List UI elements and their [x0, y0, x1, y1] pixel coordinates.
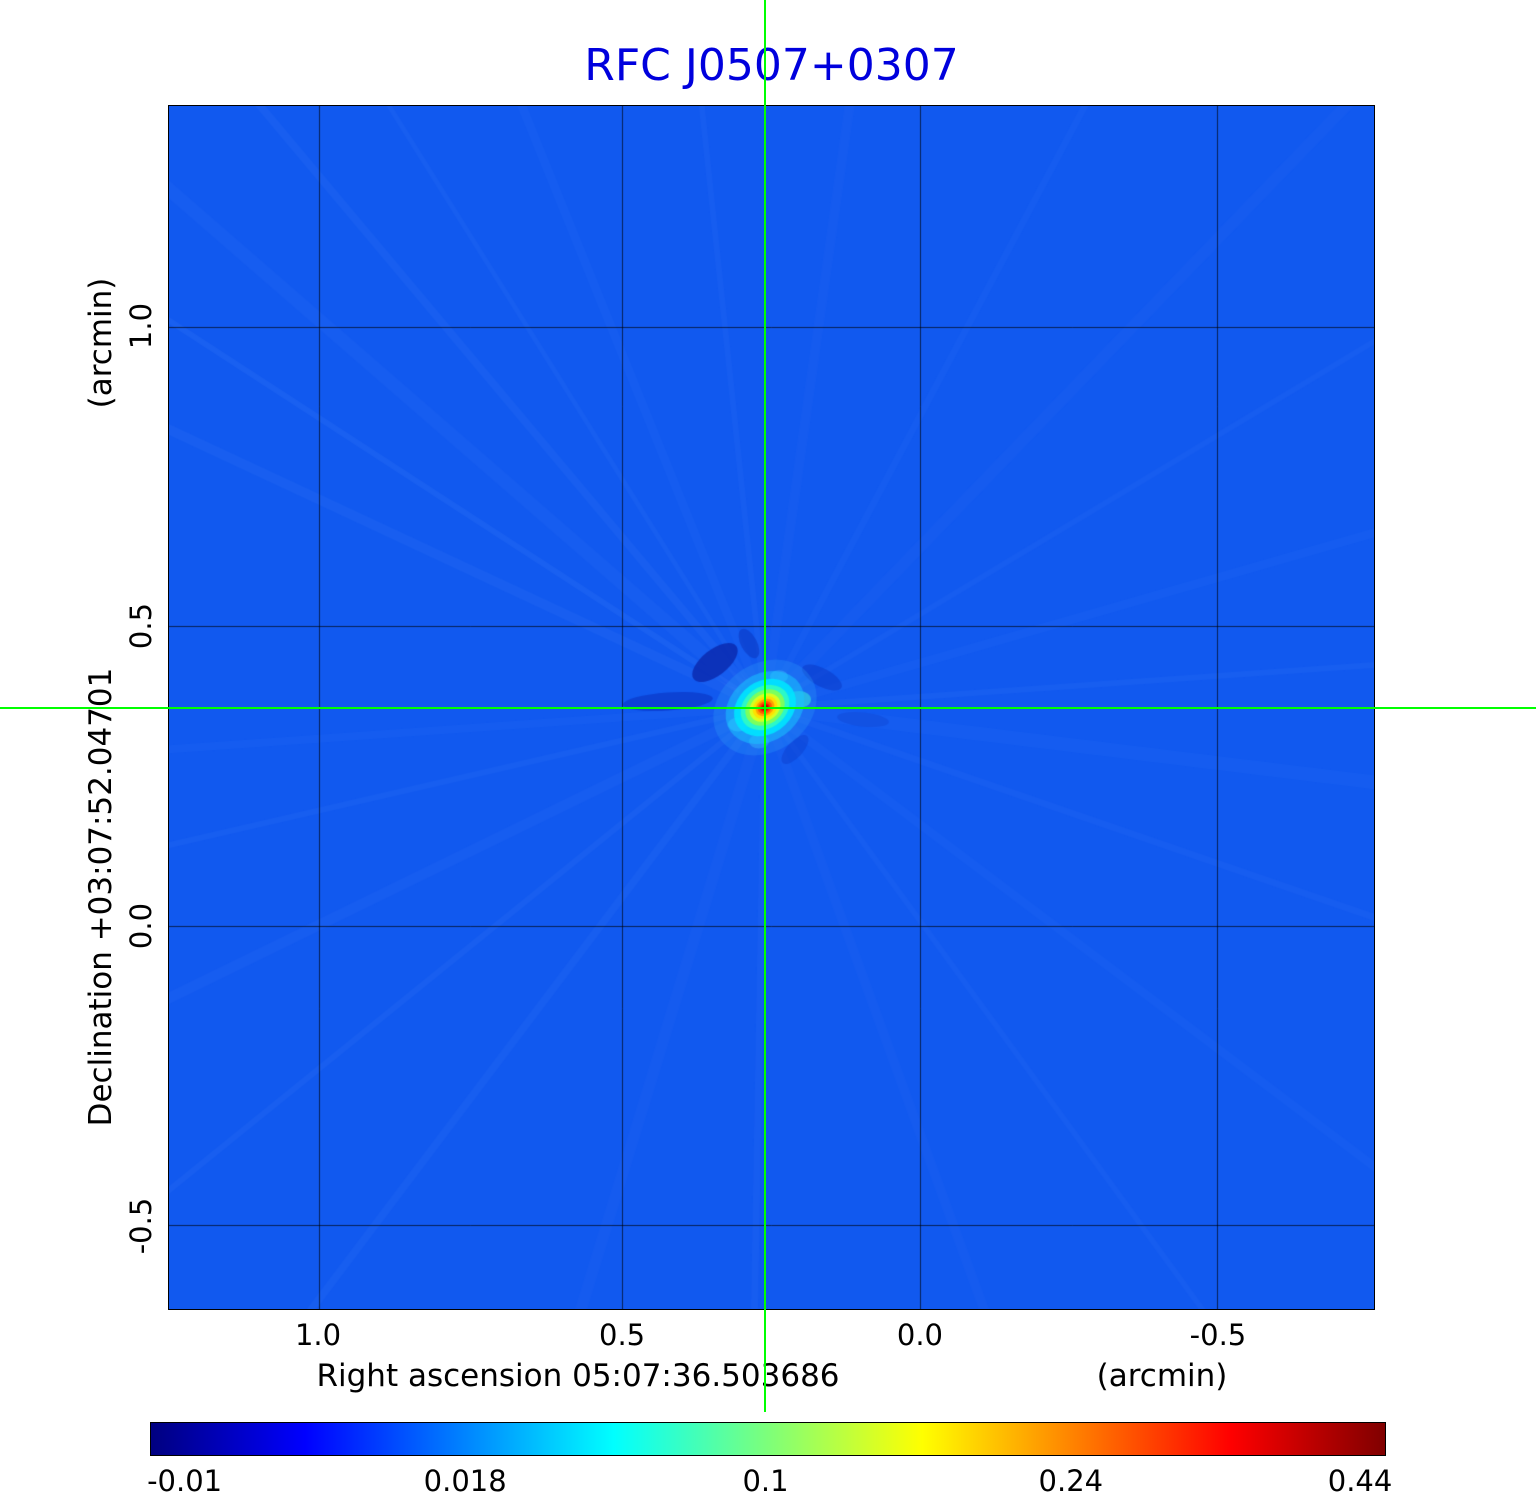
crosshair-vertical-line: [763, 0, 766, 1412]
x-tick-label: -0.5: [1189, 1318, 1247, 1352]
x-tick-label: 1.0: [294, 1318, 342, 1352]
colorbar-tick-label: 0.24: [1038, 1464, 1104, 1498]
y-tick-label: 0.0: [124, 902, 158, 950]
colorbar-tick-labels: -0.01 0.018 0.1 0.24 0.44: [147, 1464, 1392, 1504]
y-tick-label: -0.5: [124, 1197, 158, 1255]
colorbar-tick-label: 0.018: [423, 1464, 507, 1498]
colorbar: [150, 1422, 1386, 1456]
x-axis-tick-labels: 1.0 0.5 0.0 -0.5: [168, 1318, 1375, 1354]
x-tick-label: 0.0: [896, 1318, 944, 1352]
x-axis-label: Right ascension 05:07:36.503686: [316, 1358, 840, 1394]
y-tick-label: 0.5: [124, 602, 158, 650]
x-tick-label: 0.5: [599, 1318, 646, 1352]
colorbar-tick-label: -0.01: [147, 1464, 223, 1498]
crosshair-horizontal-line: [0, 706, 1536, 709]
figure-title: RFC J0507+0307: [584, 40, 959, 91]
y-tick-label: 1.0: [124, 302, 158, 350]
colorbar-tick-label: 0.1: [742, 1464, 789, 1498]
colorbar-tick-label: 0.44: [1327, 1464, 1393, 1498]
x-axis-unit-label: (arcmin): [1096, 1358, 1228, 1394]
colorbar-gradient: [151, 1423, 1385, 1455]
